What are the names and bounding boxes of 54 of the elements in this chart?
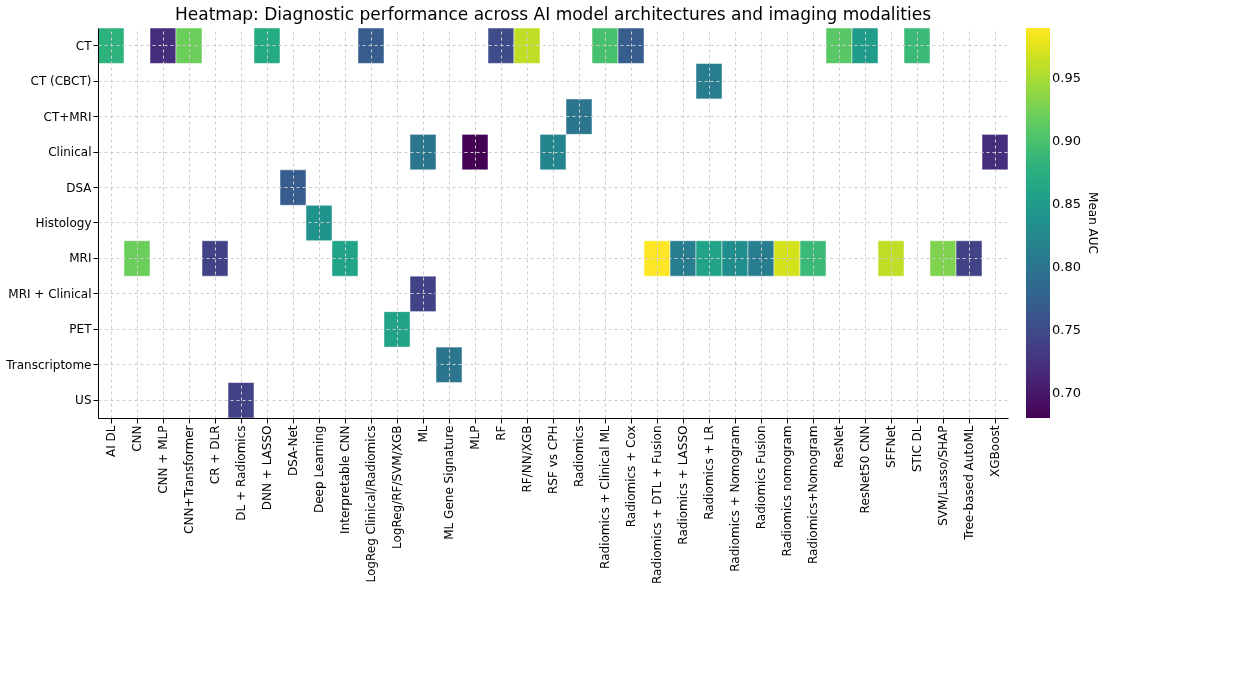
x-tick-label: SFFNet	[884, 425, 898, 468]
color-bar-label: 0.95	[1052, 70, 1081, 86]
x-tick-label: ML	[416, 425, 430, 443]
x-tick-label: Radiomics	[572, 425, 586, 488]
x-tick-label: RF	[494, 425, 508, 441]
y-tick-label: Transcriptome	[5, 357, 92, 372]
y-tick-label: MRI + Clinical	[8, 286, 92, 301]
color-bar-title: Mean AUC	[1086, 192, 1100, 254]
x-tick-label: Radiomics+Nomogram	[806, 425, 820, 565]
color-bar-label: 0.75	[1052, 321, 1081, 337]
x-tick-label: Radiomics + Cox	[624, 425, 638, 528]
y-tick-label: MRI	[69, 251, 92, 266]
x-tick-label: CNN + MLP	[156, 425, 170, 494]
x-tick-label: XGBoost	[988, 425, 1002, 477]
y-tick-label: CT	[75, 38, 93, 53]
x-tick-label: ResNet	[832, 425, 846, 468]
x-tick-label: ML Gene Signature	[442, 425, 456, 540]
x-tick-label: LogReg/RF/SVM/XGB	[390, 425, 404, 550]
x-tick-label: Radiomics Fusion	[754, 425, 768, 530]
y-tick-label: Clinical	[48, 145, 92, 160]
x-tick-label: Radiomics nomogram	[780, 425, 794, 557]
x-tick-label: Radiomics + LASSO	[676, 425, 690, 545]
x-tick-label: Radiomics + LR	[702, 425, 716, 520]
x-tick-label: DSA-Net	[286, 425, 300, 476]
x-tick-label: Radiomics + DTL + Fusion	[650, 425, 664, 585]
color-bar-label: 0.80	[1052, 259, 1081, 275]
x-tick-label: ResNet50 CNN	[858, 425, 872, 514]
x-tick-label: LogReg Clinical/Radiomics	[364, 425, 378, 583]
x-tick-label: Radiomics + Clinical ML	[598, 425, 612, 569]
color-bar-label: 0.90	[1052, 133, 1081, 149]
x-tick-label: CNN+Transformer	[182, 425, 196, 534]
x-tick-label: CR + DLR	[208, 425, 222, 485]
x-tick-label: STIC DL	[910, 425, 924, 473]
x-tick-label: RF/NN/XGB	[520, 425, 534, 493]
x-tick-label: CNN	[130, 425, 144, 452]
x-tick-label: Radiomics + Nomogram	[728, 425, 742, 572]
y-tick-label: CT (CBCT)	[30, 74, 92, 89]
y-tick-label: Histology	[35, 216, 92, 230]
x-tick-label: AI DL	[104, 425, 118, 457]
x-tick-label: MLP	[468, 425, 482, 450]
y-tick-label: CT+MRI	[43, 109, 92, 124]
chart-title: Heatmap: Diagnostic performance across AI model architectures and imaging modalities	[175, 3, 932, 24]
y-tick-label: DSA	[66, 180, 93, 195]
x-tick-label: DNN + LASSO	[260, 425, 274, 511]
x-tick-label: Deep Learning	[312, 425, 326, 514]
color-bar-label: 0.85	[1052, 196, 1081, 212]
color-bar-label: 0.70	[1052, 384, 1081, 400]
x-tick-label: DL + Radiomics	[234, 425, 248, 521]
x-tick-label: Tree-based AutoML	[962, 425, 976, 541]
y-tick-label: US	[75, 393, 92, 408]
x-tick-label: RSF vs CPH	[546, 425, 560, 494]
x-tick-label: SVM/Lasso/SHAP	[936, 425, 950, 526]
x-tick-label: Interpretable CNN	[338, 425, 352, 534]
y-tick-label: PET	[69, 322, 93, 337]
